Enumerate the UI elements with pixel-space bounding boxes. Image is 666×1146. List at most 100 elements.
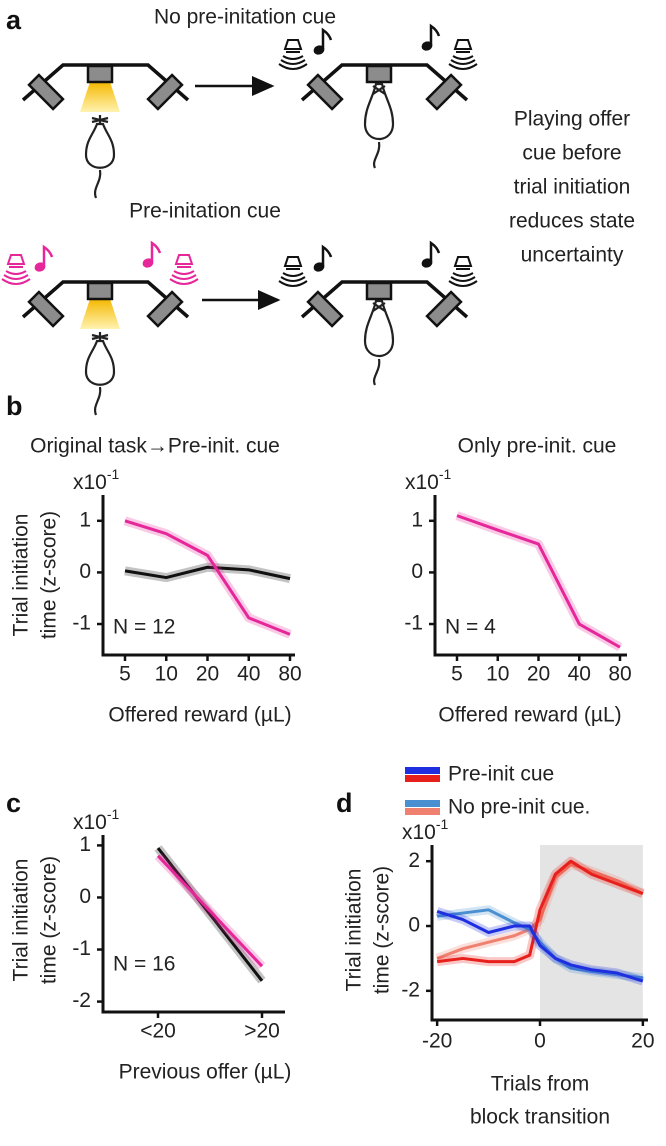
x-tick-label: 80 (608, 663, 631, 686)
x-axis-label: Trials from (491, 1073, 589, 1096)
diagram (278, 24, 478, 170)
diagram (21, 63, 190, 200)
condition-title: Pre-initation cue (129, 200, 281, 223)
speaker (278, 256, 308, 287)
legend-label: Pre-init cue (448, 763, 554, 786)
condition-title: No pre-initation cue (154, 6, 336, 29)
series-line (436, 859, 644, 964)
axes (430, 845, 648, 1022)
y-tick-label: -1 (404, 612, 423, 635)
note-line: reduces state (509, 210, 635, 233)
note-line: cue before (522, 142, 621, 165)
music-note (140, 241, 162, 270)
x-tick-label: 5 (119, 663, 131, 686)
multiplier-base: x10 (405, 471, 439, 494)
light-cone (80, 299, 120, 329)
music-note (419, 241, 441, 270)
x-tick-label: 20 (631, 1030, 654, 1053)
multiplier-exponent: -1 (107, 466, 120, 482)
x-tick-label: 10 (486, 663, 509, 686)
y-axis-label: time (z-score) (371, 866, 394, 994)
annotation: N = 12 (113, 616, 175, 639)
x-tick-label: 40 (568, 663, 591, 686)
note-text: Playing offer cue before trial initiatio… (509, 108, 635, 267)
music-note (311, 245, 333, 274)
y-axis-label: time (z-score) (38, 511, 61, 639)
y-tick-label: -1 (72, 937, 91, 960)
x-tick-label: 5 (451, 663, 463, 686)
x-tick-label: 20 (196, 663, 219, 686)
y-axis-label: Trial initiation (10, 514, 33, 637)
panel-label: c (6, 788, 21, 818)
speaker (448, 256, 478, 287)
y-tick-label: 0 (79, 885, 91, 908)
y-multiplier: x10-1 (73, 806, 120, 834)
multiplier-exponent: -1 (107, 806, 120, 822)
panel-label: b (6, 391, 23, 421)
panel-label: d (336, 788, 353, 818)
y-tick-label: 0 (408, 914, 420, 937)
y-axis-label: Trial initiation (10, 859, 33, 982)
y-tick-label: 1 (79, 833, 91, 856)
diagram (278, 241, 478, 387)
axes (101, 835, 285, 1014)
speaker (278, 39, 308, 70)
multiplier-base: x10 (402, 821, 436, 844)
mouse (363, 82, 395, 170)
x-axis-label: Offered reward (µL) (438, 704, 621, 727)
legend-swatch (405, 808, 440, 815)
y-multiplier: x10-1 (73, 466, 120, 494)
speaker (448, 39, 478, 70)
x-axis-label: block transition (470, 1106, 610, 1129)
y-tick-label: 0 (411, 560, 423, 583)
y-tick-label: -2 (72, 989, 91, 1012)
multiplier-base: x10 (73, 811, 107, 834)
annotation: N = 4 (445, 616, 496, 639)
note-line: trial initiation (514, 176, 631, 199)
annotation: N = 16 (113, 953, 175, 976)
axes (101, 495, 295, 657)
x-tick-label: 20 (527, 663, 550, 686)
mouse (84, 330, 116, 417)
x-axis-label: Previous offer (µL) (119, 1061, 292, 1084)
speaker (1, 254, 31, 285)
x-tick-label: <20 (140, 1020, 176, 1043)
note-line: Playing offer (514, 108, 630, 131)
note-line: uncertainty (521, 244, 624, 267)
music-note (419, 24, 441, 53)
speaker (169, 254, 199, 285)
series-line (124, 519, 291, 636)
multiplier-exponent: -1 (436, 816, 449, 832)
x-tick-label: 40 (237, 663, 260, 686)
y-tick-label: 1 (411, 508, 423, 531)
x-tick-label: 0 (534, 1030, 546, 1053)
chart-title: Only pre-init. cue (458, 435, 617, 458)
multiplier-exponent: -1 (439, 466, 452, 482)
y-tick-label: 0 (79, 560, 91, 583)
music-note (32, 245, 54, 274)
light-cone (80, 82, 120, 112)
legend-label: No pre-init cue. (448, 796, 590, 819)
y-tick-label: 2 (408, 849, 420, 872)
y-axis-label: time (z-score) (38, 856, 61, 984)
x-tick-label: 10 (155, 663, 178, 686)
x-tick-label: 80 (278, 663, 301, 686)
music-note (311, 28, 333, 57)
legend-swatch (405, 767, 440, 774)
mouse (84, 113, 116, 200)
y-tick-label: 1 (79, 508, 91, 531)
legend-swatch (405, 775, 440, 782)
mouse (363, 299, 395, 387)
axes (433, 495, 627, 657)
chart-title: Original task→Pre-init. cue (30, 435, 280, 458)
series-line (436, 862, 644, 960)
y-axis-label: Trial initiation (343, 869, 366, 992)
diagram (1, 241, 199, 417)
series-line (456, 514, 621, 649)
y-tick-label: -2 (401, 978, 420, 1001)
series-line (124, 565, 291, 581)
x-axis-label: Offered reward (µL) (108, 704, 291, 727)
y-multiplier: x10-1 (402, 816, 449, 844)
legend-swatch (405, 800, 440, 807)
